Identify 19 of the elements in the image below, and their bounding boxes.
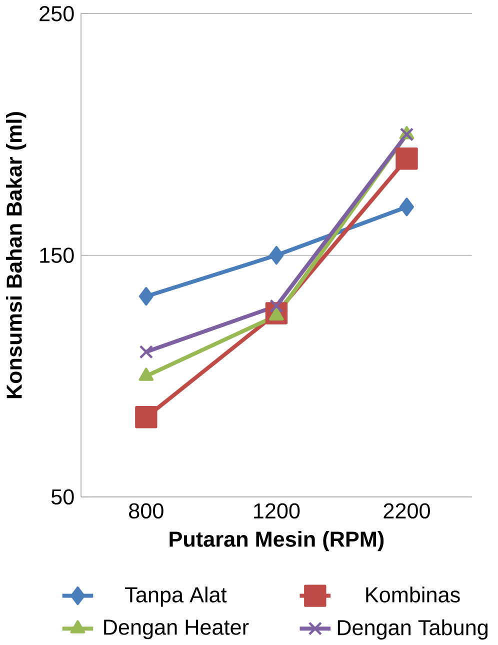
- point: [270, 299, 284, 313]
- legend-label: Kombinas: [366, 586, 460, 602]
- x-tick-label: 800: [129, 503, 164, 519]
- y-tick-label: 50: [52, 489, 74, 505]
- x-axis-title: Putaran Mesin (RPM): [170, 530, 384, 552]
- point: [138, 287, 154, 306]
- y-axis-title: Konsumsi Bahan Bakar (ml): [6, 112, 26, 398]
- legend-label: Dengan Heater: [104, 620, 249, 640]
- point: [135, 406, 158, 428]
- x-tick-label: 2200: [384, 503, 430, 519]
- y-tick-label: 250: [40, 6, 74, 22]
- x-tick-label: 1200: [254, 503, 300, 519]
- legend-label: Dengan Tabung: [338, 619, 488, 640]
- point: [139, 345, 154, 359]
- point: [269, 246, 284, 265]
- legend-label: Tanpa Alat: [125, 586, 227, 607]
- point: [400, 198, 414, 216]
- point: [396, 148, 418, 170]
- y-tick-label: 150: [40, 248, 74, 263]
